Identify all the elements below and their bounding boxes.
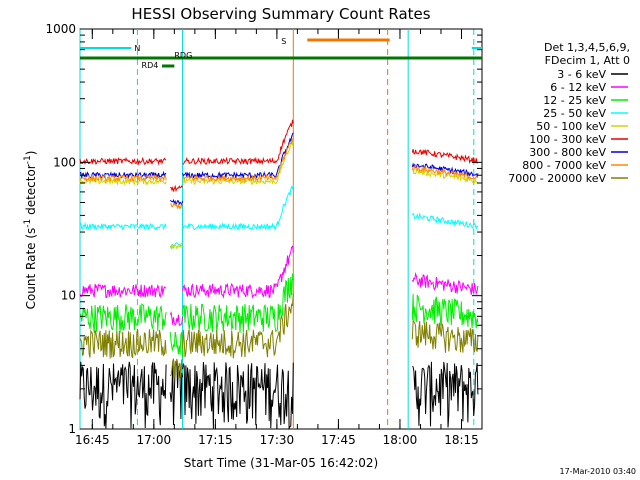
y-tick-label: 10 [61,289,76,303]
series-line-7-seg-0 [79,173,167,183]
legend-entry-label: 50 - 100 keV [536,120,606,133]
y-axis-label-sup1: -1 [23,219,33,228]
series-line-7-seg-2 [182,136,294,183]
marker-lines [79,29,475,429]
series-line-8-seg-1 [169,358,183,379]
y-axis-label-mid: detector [24,164,38,219]
series-line-2-seg-0 [79,303,167,333]
annotations: N S RD4 RDG [80,37,482,70]
rdg-label: RDG [174,51,192,60]
legend-entry-label: 800 - 7000 keV [522,159,606,172]
series-line-8-seg-2 [182,293,294,359]
legend-entry-label: 100 - 300 keV [529,133,606,146]
night-label: N [134,44,140,53]
series-line-3-seg-2 [182,184,294,232]
x-tick-label: 17:45 [321,433,356,447]
series-line-5-seg-2 [182,119,294,166]
series-line-7-seg-1 [170,202,184,210]
x-axis-label: Start Time (31-Mar-05 16:42:02) [184,456,378,470]
x-tick-label: 17:30 [260,433,295,447]
x-tick-label: 17:00 [137,433,172,447]
rd4-label: RD4 [142,61,159,70]
series-line-8-seg-0 [79,328,167,359]
series-line-6-seg-1 [169,198,184,206]
y-tick-label: 100 [53,155,76,169]
series-line-6-seg-3 [411,162,479,179]
x-tick-label: 17:15 [198,433,233,447]
y-tick-label: 1 [68,422,76,436]
y-axis-label-main: Count Rate (s [24,228,38,310]
series-line-2-seg-3 [411,294,479,329]
legend-entry-label: 12 - 25 keV [543,94,606,107]
legend-header-line-2: FDecim 1, Att 0 [545,54,630,67]
series-line-8-seg-3 [411,320,479,353]
series-line-4-seg-1 [169,242,183,250]
chart-title: HESSI Observing Summary Count Rates [131,5,430,23]
footer-timestamp: 17-Mar-2010 03:40 [560,467,637,476]
series-line-1-seg-1 [169,311,184,327]
series-line-3-seg-3 [411,212,479,231]
legend-entry-label: 25 - 50 keV [543,107,606,120]
series-line-4-seg-0 [79,177,167,186]
series-line-5-seg-1 [170,184,183,193]
series-line-2-seg-2 [182,273,294,333]
legend-header-line-1: Det 1,3,4,5,6,9, [544,41,630,54]
series-lines [79,119,479,431]
legend-entry-label: 7000 - 20000 keV [508,172,606,185]
series-line-1-seg-0 [79,283,167,299]
series-line-5-seg-0 [79,156,167,166]
series-line-1-seg-3 [411,271,479,296]
series-line-5-seg-3 [411,148,478,165]
x-tick-label: 18:15 [444,433,479,447]
x-tick-label: 18:00 [383,433,418,447]
series-line-7-seg-3 [411,165,479,181]
series-line-6-seg-2 [182,132,294,180]
series-line-0-seg-3 [412,361,479,428]
y-tick-label: 1000 [45,22,76,36]
x-tick-label: 16:45 [75,433,110,447]
series-line-1-seg-2 [182,245,294,299]
series-line-0-seg-2 [182,361,294,431]
y-axis-label: Count Rate (s-1 detector-1) [23,151,38,310]
series-line-4-seg-2 [182,140,294,186]
series-line-2-seg-1 [169,330,184,358]
legend-entry-label: 6 - 12 keV [550,81,606,94]
legend-entry-label: 300 - 800 keV [529,146,606,159]
saa-label: S [281,37,286,46]
legend-entry-label: 3 - 6 keV [557,68,606,81]
series-line-0-seg-0 [79,361,167,429]
y-axis-label-end: ) [24,151,38,156]
series-line-3-seg-0 [79,221,167,231]
axis-ticks: 1 10 100 1000 16:45 17:00 17:15 17:30 17:45 18:00… [45,22,483,447]
y-axis-label-sup2: -1 [23,155,33,164]
